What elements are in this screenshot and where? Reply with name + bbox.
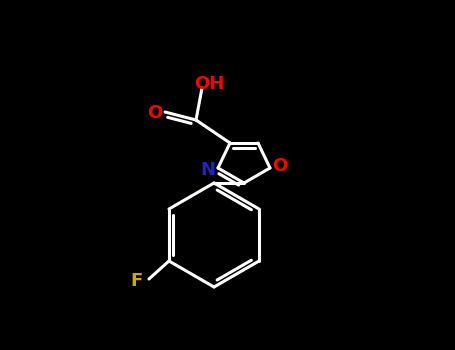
Text: OH: OH [194,75,224,93]
Text: O: O [273,157,288,175]
Text: O: O [147,104,162,122]
Text: F: F [131,272,143,290]
Text: N: N [201,161,216,179]
